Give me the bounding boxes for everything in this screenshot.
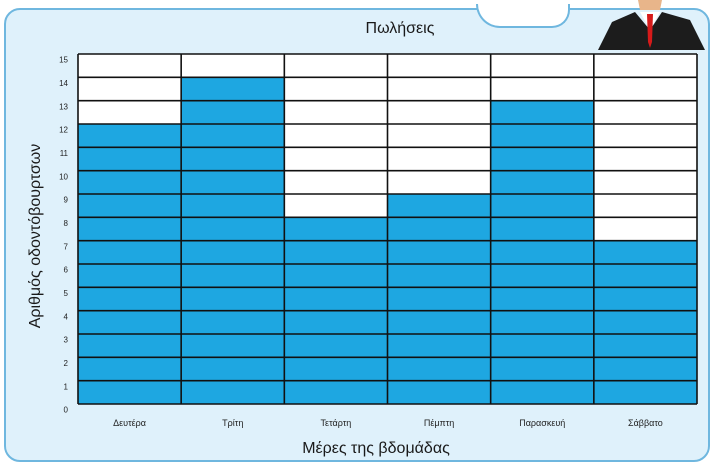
x-tick-label-1: Δευτέρα <box>113 418 146 428</box>
x-tick-label-5: Παρασκευή <box>519 418 565 428</box>
y-tick-label-15: 15 <box>59 56 68 65</box>
x-tick-label-3: Τετάρτη <box>321 418 352 428</box>
businessman-figure <box>598 0 705 50</box>
y-tick-label-14: 14 <box>59 79 68 88</box>
y-tick-label-5: 5 <box>64 289 69 298</box>
x-tick-label-4: Πέμπτη <box>424 418 454 428</box>
y-tick-label-2: 2 <box>64 359 69 368</box>
chart-title: Πωλήσεις <box>365 20 435 37</box>
bar-5 <box>490 100 594 405</box>
y-tick-label-7: 7 <box>64 242 69 251</box>
y-tick-label-1: 1 <box>64 382 69 391</box>
y-tick-label-0: 0 <box>64 406 69 415</box>
y-tick-label-12: 12 <box>59 126 68 135</box>
bar-4 <box>387 194 491 404</box>
y-tick-label-3: 3 <box>64 336 69 345</box>
y-tick-label-10: 10 <box>59 172 68 181</box>
x-tick-label-6: Σάββατο <box>628 418 663 428</box>
speech-bubble <box>476 4 570 28</box>
y-tick-label-13: 13 <box>59 102 68 111</box>
y-tick-label-9: 9 <box>64 196 69 205</box>
x-axis-label: Μέρες της βδομάδας <box>302 440 450 457</box>
y-tick-label-8: 8 <box>64 219 69 228</box>
y-tick-label-6: 6 <box>64 266 69 275</box>
y-tick-label-11: 11 <box>60 149 69 158</box>
x-tick-label-2: Τρίτη <box>222 418 243 428</box>
bar-6 <box>593 240 697 404</box>
y-tick-label-4: 4 <box>64 312 69 321</box>
